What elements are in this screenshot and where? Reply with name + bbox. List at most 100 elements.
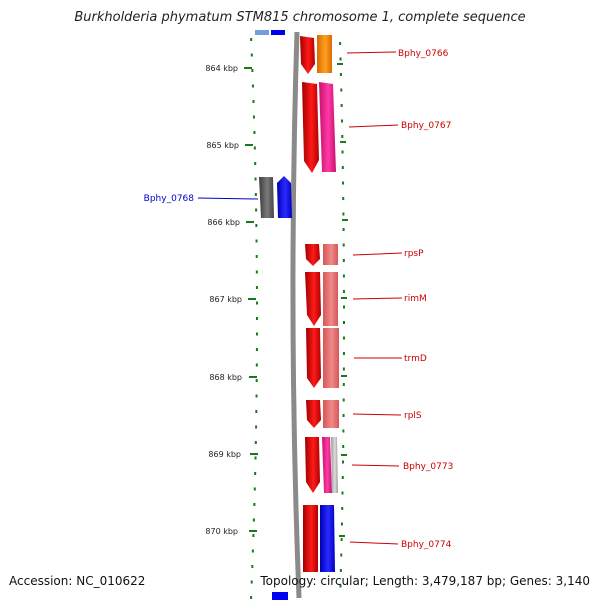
guide-dot [342,414,345,417]
guide-dot [342,352,345,355]
guide-dot [252,115,255,119]
guide-dot [342,321,345,324]
guide-dot [342,290,345,293]
guide-dot [255,208,258,212]
axis-tick-label: 865 kbp [206,141,239,150]
gene-arrow[interactable] [305,244,320,266]
guide-dot [255,410,258,413]
map-title: Burkholderia phymatum STM815 chromosome … [74,10,526,25]
gene-Bphy_0773[interactable]: Bphy_0773 [305,437,453,493]
gene-label[interactable]: Bphy_0767 [401,121,451,131]
gene-arrow[interactable] [306,400,321,428]
feature-bar[interactable] [331,437,338,493]
partial-feature-top-right [271,30,285,35]
gene-label[interactable]: trmD [404,354,427,364]
gene-label[interactable]: Bphy_0774 [401,540,452,550]
gene-rpsP[interactable]: rpsP [305,244,424,266]
guide-dot [342,259,345,262]
axis-tick-label: 869 kbp [208,450,241,459]
guide-dot [250,53,253,57]
gene-arrow[interactable] [277,176,292,218]
gene-label[interactable]: rpsP [404,249,424,259]
gene-rplS[interactable]: rplS [306,400,422,428]
guide-dot [255,379,258,382]
partial-feature-top-left [255,30,269,35]
gene-arrow[interactable] [300,36,315,74]
chromosome-backbone [290,31,302,599]
right-axis-marks [337,63,348,537]
guide-dot [251,565,254,568]
gene-arrow[interactable] [303,505,318,572]
gene-trmD[interactable]: trmD [306,328,427,388]
guide-dot [342,445,345,448]
feature-bar[interactable] [323,400,339,428]
feature-bar[interactable] [319,82,336,172]
guide-dot [255,394,258,398]
guide-dot [342,243,345,247]
guide-dot [255,286,258,289]
guide-dot [254,456,257,460]
guide-dot [254,177,257,181]
guide-dot [340,538,343,541]
feature-bar[interactable] [320,505,335,572]
gene-rimM[interactable]: rimM [305,272,427,326]
guide-dot [340,119,343,123]
feature-bar[interactable] [322,437,332,493]
guide-dot [342,212,345,216]
guide-dot [253,503,256,506]
guide-dot [339,569,342,572]
guide-dot [341,150,344,154]
axis-tick-label: 870 kbp [205,527,238,536]
guide-dot [253,487,256,491]
gene-label[interactable]: Bphy_0773 [403,462,453,472]
guide-dot [255,301,258,305]
gene-arrow[interactable] [302,82,319,173]
gene-Bphy_0767[interactable]: Bphy_0767 [302,82,451,173]
guide-dot [339,584,342,588]
accession-text: Accession: NC_010622 [9,574,146,588]
gene-arrow[interactable] [305,437,320,493]
guide-dot [252,518,255,522]
guide-dot [251,549,254,553]
gene-Bphy_0766[interactable]: Bphy_0766 [300,35,449,74]
topology-text: Topology: circular; Length: 3,479,187 bp… [260,574,590,588]
guide-dot [341,166,344,169]
guide-dot [342,181,345,185]
feature-bar[interactable] [323,272,338,326]
guide-dot [340,553,343,557]
guide-dot [341,135,344,138]
gene-arrow[interactable] [305,272,321,326]
feature-bar[interactable] [259,177,274,218]
gene-Bphy_0768[interactable]: Bphy_0768 [144,176,292,218]
axis-tick-label: 867 kbp [209,295,242,304]
axis: 864 kbp 865 kbp 866 kbp 867 kbp 868 kbp … [205,64,258,536]
gene-label[interactable]: Bphy_0768 [144,194,195,204]
guide-dot [342,305,345,309]
axis-tick-label: 868 kbp [209,373,242,382]
guide-dot [252,100,255,103]
gene-label[interactable]: Bphy_0766 [398,49,449,59]
guide-dot [340,88,343,92]
gene-arrow[interactable] [306,328,321,388]
gene-label[interactable]: rplS [404,411,422,421]
guide-dot [340,522,343,526]
guide-dot [254,193,257,196]
dotted-guide-right [339,42,345,588]
guide-dot [253,146,256,150]
guide-dot [250,580,253,584]
guide-dot [342,367,345,371]
guide-dot [255,363,258,367]
guide-dot [341,507,344,510]
guide-dot [342,398,345,402]
gene-Bphy_0774[interactable]: Bphy_0774 [303,505,452,572]
feature-bar[interactable] [323,244,338,265]
feature-bar[interactable] [323,328,339,388]
guide-dot [255,270,258,274]
guide-dot [255,317,258,320]
guide-dot [255,348,258,351]
gene-label[interactable]: rimM [404,294,427,304]
guide-dot [253,131,256,134]
guide-dot [342,336,345,340]
feature-bar[interactable] [317,35,332,73]
